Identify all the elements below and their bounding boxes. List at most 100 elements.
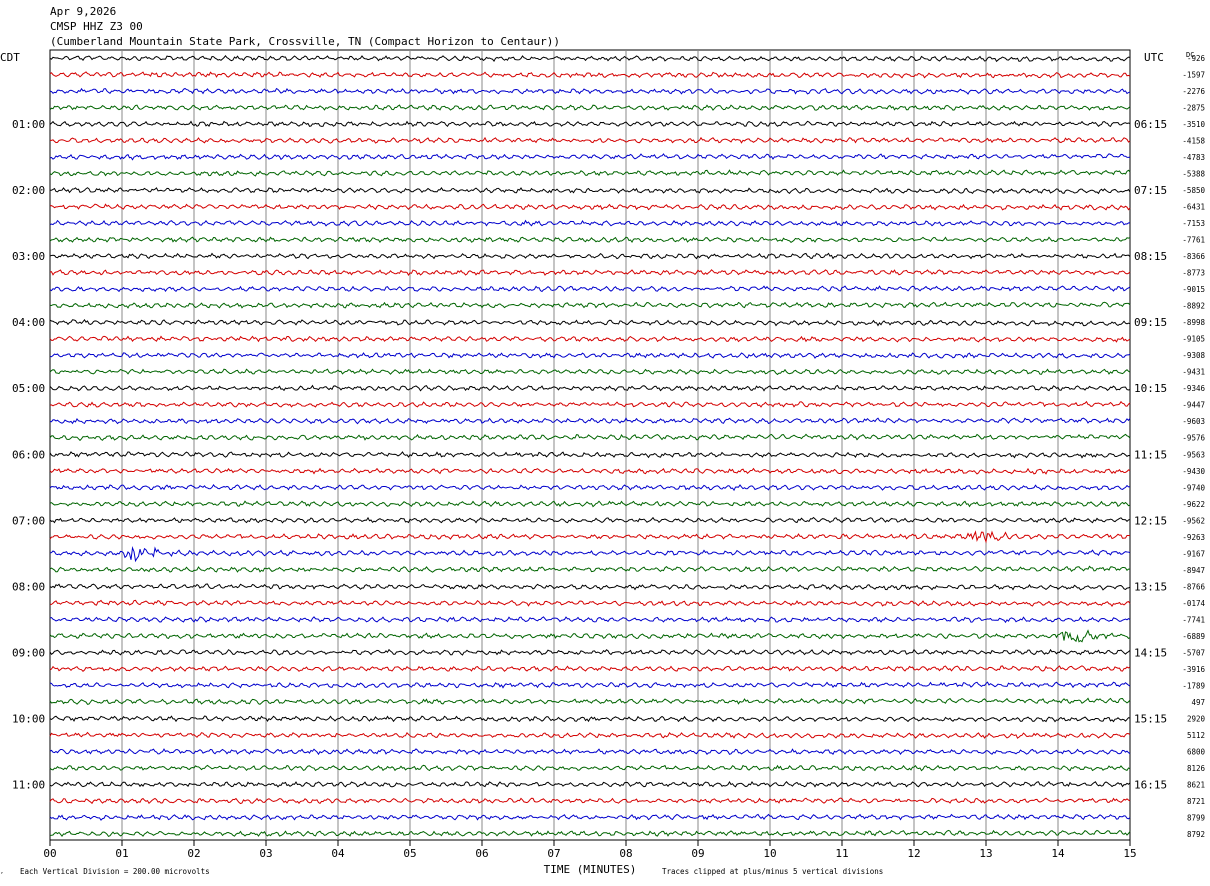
dc-offset-label: -5707 <box>1182 648 1205 657</box>
cdt-hour-label: 11:00 <box>12 778 45 791</box>
dc-offset-label: -9431 <box>1182 368 1205 377</box>
dc-offset-label: 8721 <box>1187 797 1205 806</box>
seismic-trace <box>49 187 1131 195</box>
seismic-trace <box>49 71 1131 79</box>
dc-offset-label: -9563 <box>1182 450 1205 459</box>
seismic-trace <box>49 565 1131 573</box>
seismic-trace <box>49 797 1131 805</box>
seismic-trace <box>49 400 1131 408</box>
seismic-trace <box>49 583 1131 591</box>
seismic-trace <box>49 285 1131 293</box>
dc-label: DC <box>1186 51 1194 59</box>
seismic-trace <box>49 87 1131 95</box>
dc-offset-label: 497 <box>1191 698 1205 707</box>
seismic-trace <box>49 120 1131 128</box>
dc-offset-label: -9167 <box>1182 549 1205 558</box>
seismic-trace <box>49 335 1131 343</box>
utc-hour-label: 10:15 <box>1134 382 1167 395</box>
seismic-trace <box>49 665 1131 672</box>
seismic-trace <box>49 731 1131 739</box>
footer-clip-note: Traces clipped at plus/minus 5 vertical … <box>662 867 883 876</box>
x-tick-label: 10 <box>763 847 776 860</box>
seismic-trace <box>49 681 1131 689</box>
dc-offset-label: -9015 <box>1182 285 1205 294</box>
dc-offset-label: -8773 <box>1182 269 1205 278</box>
dc-offset-label: -5388 <box>1182 170 1205 179</box>
x-tick-label: 14 <box>1051 847 1065 860</box>
seismic-trace <box>49 715 1131 723</box>
dc-offset-label: -9263 <box>1182 533 1205 542</box>
dc-offset-label: -9603 <box>1182 417 1205 426</box>
seismic-trace <box>49 219 1131 227</box>
dc-offset-label: -926 <box>1187 54 1206 63</box>
dc-offset-label: -0174 <box>1182 599 1205 608</box>
left-axis-label: CDT <box>0 51 20 64</box>
seismic-trace <box>49 55 1131 63</box>
dc-offset-label: -2276 <box>1182 87 1205 96</box>
dc-offset-label: 8792 <box>1187 830 1205 839</box>
dc-offset-label: -7153 <box>1182 219 1205 228</box>
x-tick-label: 00 <box>43 847 56 860</box>
cdt-hour-label: 09:00 <box>12 646 45 659</box>
x-tick-label: 06 <box>475 847 488 860</box>
dc-offset-label: -8998 <box>1182 318 1205 327</box>
cdt-hour-label: 05:00 <box>12 382 45 395</box>
x-tick-label: 05 <box>403 847 416 860</box>
dc-offset-label: -8892 <box>1182 302 1205 311</box>
dc-offset-label: -8366 <box>1182 252 1205 261</box>
utc-hour-label: 14:15 <box>1134 646 1167 659</box>
dc-offset-label: -7741 <box>1182 615 1205 624</box>
seismic-trace <box>49 252 1131 260</box>
seismic-trace <box>49 616 1131 624</box>
x-tick-label: 08 <box>619 847 632 860</box>
dc-offset-label: -9308 <box>1182 351 1205 360</box>
utc-hour-label: 12:15 <box>1134 514 1167 527</box>
dc-offset-label: -8947 <box>1182 566 1205 575</box>
x-tick-label: 11 <box>835 847 848 860</box>
seismic-trace <box>49 764 1131 772</box>
dc-offset-label: 2920 <box>1187 714 1206 723</box>
station-location: (Cumberland Mountain State Park, Crossvi… <box>50 35 560 48</box>
right-axis-label: UTC <box>1144 51 1164 64</box>
seismic-trace <box>49 301 1131 309</box>
x-tick-label: 03 <box>259 847 272 860</box>
seismic-trace <box>49 780 1131 788</box>
footer-mark: ’ <box>0 872 4 879</box>
x-axis-label: TIME (MINUTES) <box>544 863 637 876</box>
footer-scale-note: Each Vertical Division = 200.00 microvol… <box>20 867 210 876</box>
dc-offset-label: -2875 <box>1182 104 1205 113</box>
utc-hour-label: 06:15 <box>1134 118 1167 131</box>
dc-offset-label: 8126 <box>1187 764 1206 773</box>
cdt-hour-label: 10:00 <box>12 712 45 725</box>
dc-offset-label: -9576 <box>1182 434 1205 443</box>
dc-offset-label: -7761 <box>1182 236 1205 245</box>
utc-hour-label: 13:15 <box>1134 580 1167 593</box>
dc-offset-label: -5850 <box>1182 186 1205 195</box>
utc-hour-label: 16:15 <box>1134 778 1167 791</box>
dc-offset-label: -4783 <box>1182 153 1205 162</box>
dc-offset-label: -8766 <box>1182 582 1205 591</box>
x-tick-label: 09 <box>691 847 704 860</box>
seismic-trace <box>49 136 1131 144</box>
seismic-trace <box>49 697 1131 705</box>
dc-offset-label: -9430 <box>1182 467 1205 476</box>
dc-offset-label: -9622 <box>1182 500 1205 509</box>
seismic-trace <box>49 368 1131 376</box>
dc-offset-label: -9105 <box>1182 335 1205 344</box>
cdt-hour-label: 01:00 <box>12 118 45 131</box>
plot-date: Apr 9,2026 <box>50 5 117 18</box>
seismic-trace <box>49 829 1131 838</box>
cdt-hour-label: 03:00 <box>12 250 45 263</box>
seismic-trace <box>49 599 1131 607</box>
seismic-trace <box>49 169 1131 177</box>
seismic-trace <box>49 203 1131 211</box>
dc-offset-label: -6889 <box>1182 632 1205 641</box>
utc-hour-label: 07:15 <box>1134 184 1167 197</box>
seismic-trace <box>49 546 1131 563</box>
seismic-trace <box>49 516 1131 524</box>
dc-offset-label: -6431 <box>1182 203 1205 212</box>
seismic-trace <box>49 500 1131 508</box>
seismic-trace <box>49 484 1131 492</box>
plot-frame <box>49 49 1131 841</box>
